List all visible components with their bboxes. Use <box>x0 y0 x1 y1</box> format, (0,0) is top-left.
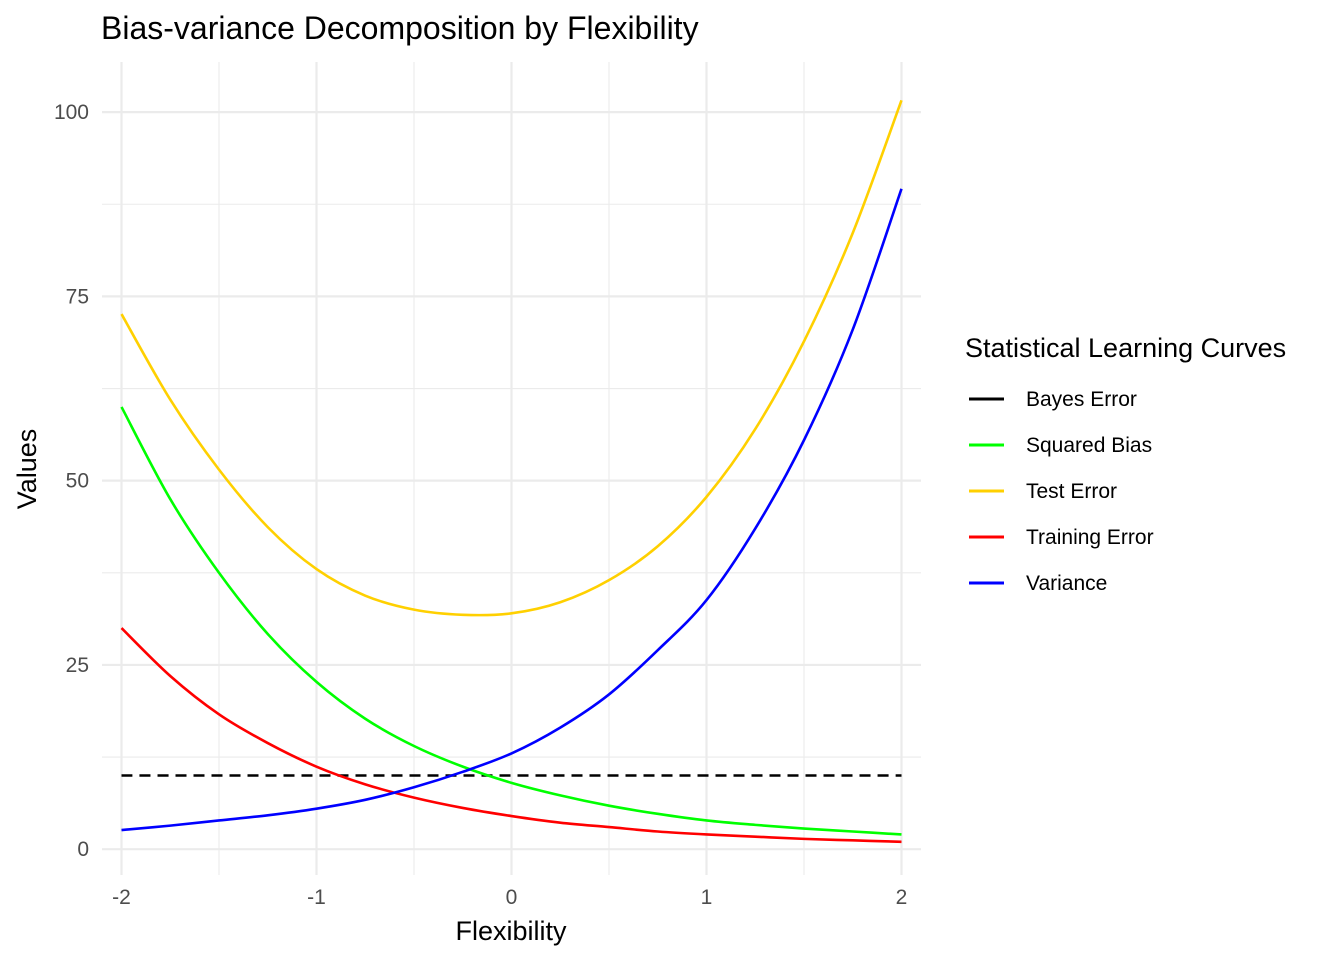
x-axis-title: Flexibility <box>455 916 567 946</box>
x-tick-label: 2 <box>896 886 908 909</box>
y-tick-label: 100 <box>54 101 89 124</box>
x-axis-ticks: -2 -1 0 1 2 <box>112 886 907 909</box>
grid <box>102 62 921 875</box>
variance-line <box>121 188 903 832</box>
x-tick-label: 1 <box>701 886 713 909</box>
x-tick-label: -2 <box>112 886 131 909</box>
legend-item-squared-bias: Squared Bias <box>969 434 1152 457</box>
squared-bias-line <box>120 406 902 836</box>
y-tick-label: 75 <box>66 285 89 308</box>
legend: Statistical Learning Curves Bayes Error S… <box>965 333 1286 595</box>
y-axis-title: Values <box>12 429 42 510</box>
legend-label: Squared Bias <box>1026 434 1152 457</box>
x-tick-label: -1 <box>307 886 326 909</box>
legend-label: Test Error <box>1026 480 1117 503</box>
y-tick-label: 25 <box>66 654 89 677</box>
legend-items: Bayes Error Squared Bias Test Error Trainin… <box>969 388 1154 595</box>
y-axis-ticks: 0 25 50 75 100 <box>54 101 89 861</box>
training-error-line <box>120 627 902 844</box>
chart-title: Bias-variance Decomposition by Flexibili… <box>101 10 699 46</box>
legend-label: Training Error <box>1026 526 1154 549</box>
legend-item-test-error: Test Error <box>969 480 1117 503</box>
legend-item-variance: Variance <box>969 572 1107 595</box>
legend-label: Bayes Error <box>1026 388 1137 411</box>
legend-item-bayes-error: Bayes Error <box>969 388 1137 411</box>
legend-label: Variance <box>1026 572 1107 595</box>
test-error-line <box>120 99 903 617</box>
y-tick-label: 50 <box>66 470 89 493</box>
series-lines <box>120 99 903 844</box>
legend-title: Statistical Learning Curves <box>965 333 1286 363</box>
y-tick-label: 0 <box>77 838 89 861</box>
legend-item-training-error: Training Error <box>969 526 1154 549</box>
x-tick-label: 0 <box>506 886 518 909</box>
